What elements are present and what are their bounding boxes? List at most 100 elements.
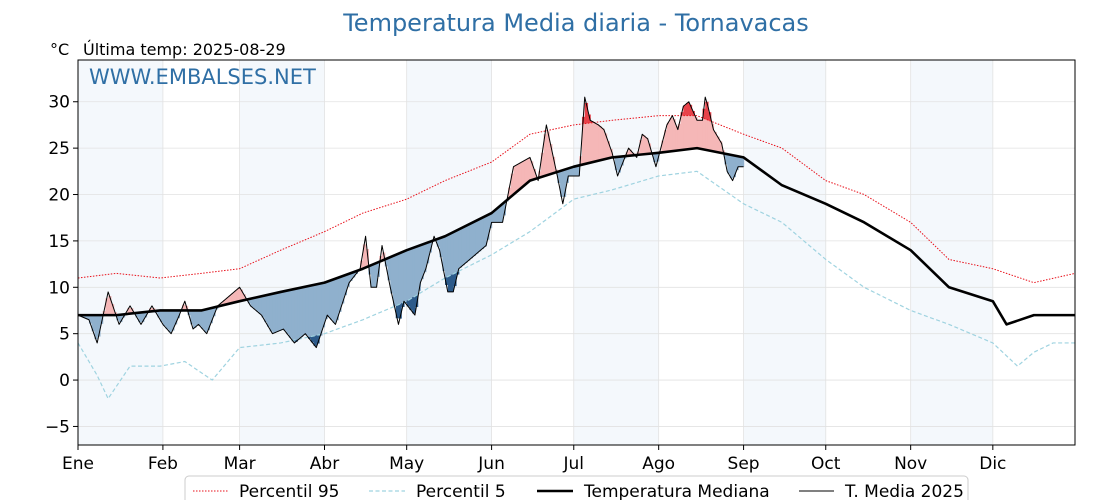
fill-above-median <box>661 140 665 153</box>
fill-above-median <box>584 123 589 164</box>
fill-below-median <box>469 223 474 259</box>
fill-below-median <box>135 312 139 318</box>
fill-below-median <box>562 169 567 197</box>
fill-below-median <box>401 251 405 303</box>
fill-above-p95 <box>691 111 695 116</box>
fill-below-median <box>327 281 331 317</box>
fill-below-median <box>477 219 482 252</box>
fill-below-p5 <box>294 339 298 342</box>
fill-below-median <box>171 310 175 331</box>
fill-below-median <box>653 153 657 163</box>
fill-below-median <box>414 246 419 296</box>
fill-below-median <box>732 155 736 178</box>
fill-below-median <box>190 310 194 325</box>
fill-below-median <box>316 284 320 336</box>
fill-below-median <box>165 310 169 330</box>
fill-below-median <box>264 295 268 323</box>
y-tick-label: 0 <box>59 371 70 391</box>
fill-below-median <box>409 248 413 299</box>
fill-below-median <box>250 298 254 308</box>
fill-above-median <box>705 119 709 151</box>
fill-below-median <box>450 232 454 275</box>
fill-below-median <box>740 157 745 167</box>
fill-above-median <box>242 294 246 301</box>
fill-below-median <box>308 285 312 337</box>
fill-below-median <box>568 167 572 176</box>
fill-above-median <box>234 290 238 303</box>
y-axis: −5 0 5 10 15 20 25 30 <box>45 93 78 437</box>
fill-below-median <box>140 312 145 323</box>
last-temp-label: Última temp: 2025-08-29 <box>83 40 286 59</box>
fill-below-median <box>256 297 260 312</box>
fill-above-median <box>521 161 526 187</box>
fill-below-median <box>349 273 353 281</box>
fill-above-median <box>149 308 153 312</box>
fill-above-median <box>581 123 586 165</box>
fill-above-median <box>639 140 643 155</box>
fill-below-median <box>499 204 504 223</box>
fill-below-median <box>138 312 142 323</box>
fill-below-p5 <box>445 277 449 285</box>
fill-below-median <box>99 315 104 324</box>
fill-below-median <box>428 241 432 253</box>
fill-above-median <box>710 123 715 152</box>
fill-below-median <box>294 288 298 340</box>
fill-above-median <box>647 143 652 154</box>
fill-above-p95 <box>683 105 687 116</box>
y-tick-label: 10 <box>48 278 70 298</box>
fill-below-median <box>258 296 263 314</box>
fill-below-p5 <box>409 298 413 310</box>
fill-above-median <box>697 120 701 149</box>
x-tick-label: Abr <box>310 454 339 474</box>
fill-above-median <box>546 131 550 175</box>
fill-below-median <box>447 234 452 276</box>
fill-below-median <box>439 237 443 258</box>
fill-below-median <box>614 157 619 171</box>
month-bands <box>78 60 993 445</box>
fill-below-median <box>319 283 323 335</box>
fill-above-median <box>592 122 597 162</box>
legend-label-p95: Percentil 95 <box>239 482 339 500</box>
fill-below-median <box>406 249 411 301</box>
y-tick-label: 30 <box>48 93 70 113</box>
fill-above-median <box>606 141 610 159</box>
fill-above-p95 <box>680 112 684 116</box>
fill-below-median <box>371 264 375 288</box>
fill-above-median <box>110 304 115 316</box>
fill-above-median <box>365 249 369 267</box>
fill-below-median <box>193 310 197 328</box>
fill-below-median <box>486 215 490 240</box>
fill-below-median <box>275 292 279 332</box>
chart-title: Temperatura Media diaria - Tornavacas <box>342 9 809 37</box>
fill-below-median <box>565 168 569 183</box>
fill-above-median <box>182 304 186 311</box>
fill-below-median <box>735 156 739 171</box>
y-tick-label: 15 <box>48 232 70 252</box>
fill-below-median <box>340 276 345 304</box>
fill-above-median <box>360 260 364 270</box>
fill-above-median <box>518 162 523 189</box>
month-band <box>78 60 163 445</box>
fill-below-median <box>157 310 161 318</box>
fill-above-median <box>636 151 641 155</box>
fill-below-median <box>335 278 339 321</box>
fill-below-median <box>266 294 271 327</box>
fill-below-median <box>387 257 391 281</box>
fill-below-median <box>343 275 348 296</box>
fill-above-median <box>664 130 668 152</box>
fill-above-median <box>686 115 690 150</box>
fill-above-median <box>510 173 515 196</box>
fill-above-median <box>716 136 720 153</box>
fill-above-median <box>595 124 600 162</box>
fill-below-median <box>724 153 728 165</box>
fill-below-median <box>573 166 578 176</box>
month-band <box>910 60 993 445</box>
fill-below-p5 <box>308 336 312 339</box>
fill-below-median <box>313 284 317 336</box>
fill-below-median <box>338 277 342 312</box>
fill-below-median <box>392 255 397 306</box>
watermark-text: WWW.EMBALSES.NET <box>89 65 316 89</box>
fill-above-p95 <box>590 121 594 123</box>
fill-below-p5 <box>412 297 416 314</box>
fill-above-median <box>628 149 632 156</box>
